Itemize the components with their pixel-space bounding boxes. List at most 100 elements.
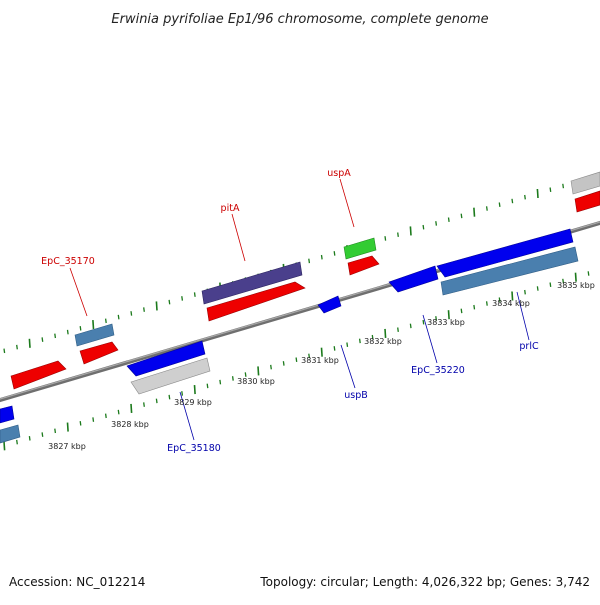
minor-tick	[358, 338, 361, 344]
major-tick	[320, 347, 323, 357]
minor-tick	[54, 333, 57, 339]
gene-blue-feature[interactable]	[126, 340, 206, 377]
minor-tick	[79, 421, 82, 426]
minor-tick	[498, 297, 501, 302]
gene-steelblue-feature[interactable]	[0, 424, 21, 444]
major-tick	[66, 422, 69, 432]
gene-epc-35170[interactable]	[74, 323, 115, 347]
gene-uspb[interactable]	[317, 295, 342, 314]
label-leaders	[69, 178, 530, 441]
minor-tick	[28, 436, 31, 441]
gene-red-feature[interactable]	[206, 281, 306, 322]
minor-tick	[16, 439, 18, 445]
minor-tick	[117, 314, 120, 320]
minor-tick	[308, 258, 311, 264]
minor-tick	[549, 282, 552, 287]
major-tick	[473, 207, 476, 217]
minor-tick	[206, 383, 209, 389]
minor-tick	[473, 304, 476, 310]
major-tick	[92, 320, 95, 330]
gene-label[interactable]: EpC_35180	[167, 443, 221, 454]
gene-epc-35220[interactable]	[388, 265, 439, 293]
minor-tick	[485, 301, 488, 306]
minor-tick	[435, 316, 438, 321]
minor-tick	[422, 319, 425, 325]
major-tick	[409, 226, 412, 236]
gene-red-feature[interactable]	[10, 360, 67, 390]
minor-tick	[193, 292, 196, 297]
minor-tick	[409, 323, 412, 329]
minor-tick	[143, 402, 145, 407]
gene-red-feature[interactable]	[574, 190, 600, 213]
gene-uspa[interactable]	[343, 237, 377, 260]
minor-tick	[371, 334, 374, 340]
minor-tick	[562, 278, 565, 284]
gene-blue-feature[interactable]	[436, 228, 574, 278]
minor-tick	[320, 254, 323, 260]
gene-red-feature[interactable]	[79, 341, 119, 365]
minor-tick	[549, 187, 552, 192]
minor-tick	[219, 379, 222, 385]
major-tick	[257, 366, 260, 376]
minor-tick	[308, 353, 311, 359]
minor-tick	[460, 213, 463, 219]
gene-label[interactable]: EpC_35220	[411, 365, 465, 376]
major-tick	[384, 328, 387, 338]
tick-label: 3834 kbp	[492, 299, 530, 308]
tick-label: 3832 kbp	[364, 337, 402, 346]
tick-label: 3830 kbp	[237, 377, 275, 386]
minor-tick	[346, 342, 349, 347]
minor-tick	[384, 236, 387, 241]
minor-tick	[422, 224, 425, 230]
gene-pita[interactable]	[201, 261, 303, 305]
map-title: Erwinia pyrifoliae Ep1/96 chromosome, co…	[111, 12, 488, 27]
minor-tick	[16, 344, 18, 350]
tick-labels: 3827 kbp 3828 kbp 3829 kbp 3830 kbp 3831…	[48, 281, 595, 451]
gene-label[interactable]: EpC_35170	[41, 256, 95, 267]
gene-label[interactable]: uspA	[327, 168, 351, 179]
minor-tick	[41, 337, 44, 342]
minor-tick	[168, 394, 171, 400]
minor-tick	[155, 398, 158, 404]
major-tick	[536, 188, 539, 199]
minor-tick	[295, 357, 298, 362]
tick-label: 3828 kbp	[111, 420, 149, 429]
minor-tick	[498, 202, 501, 207]
minor-tick	[181, 296, 184, 301]
gene-label[interactable]: prlC	[519, 341, 539, 352]
minor-tick	[397, 232, 399, 237]
gene-features	[0, 171, 600, 444]
gene-labels: EpC_35170 pitA uspA EpC_35180 uspB EpC_3…	[41, 168, 539, 454]
minor-tick	[587, 271, 590, 276]
gene-label[interactable]: pitA	[221, 203, 240, 214]
minor-tick	[104, 413, 107, 419]
gene-red-feature[interactable]	[347, 255, 380, 276]
minor-tick	[524, 194, 526, 200]
tick-label: 3829 kbp	[174, 398, 212, 407]
genome-summary-text: Topology: circular; Length: 4,026,322 bp…	[259, 575, 590, 589]
tick-label: 3831 kbp	[301, 356, 339, 365]
minor-tick	[41, 432, 44, 437]
major-tick	[447, 310, 450, 320]
major-tick	[511, 291, 514, 301]
minor-tick	[447, 217, 450, 222]
gene-gray-feature[interactable]	[570, 171, 600, 195]
minor-tick	[168, 299, 171, 305]
minor-tick	[435, 221, 438, 226]
minor-tick	[244, 372, 247, 377]
minor-tick	[104, 318, 107, 324]
minor-tick	[397, 327, 399, 332]
tick-label: 3833 kbp	[427, 318, 465, 327]
tick-label: 3827 kbp	[48, 442, 86, 451]
minor-tick	[562, 183, 565, 189]
minor-tick	[3, 348, 6, 354]
gene-label[interactable]: uspB	[344, 390, 368, 401]
tick-row-bottom	[3, 271, 590, 451]
minor-tick	[66, 329, 69, 335]
gene-blue-feature[interactable]	[0, 405, 15, 424]
gene-prlc[interactable]	[440, 246, 579, 296]
gene-epc-35180[interactable]	[130, 357, 211, 395]
minor-tick	[231, 376, 234, 381]
minor-tick	[485, 206, 488, 211]
